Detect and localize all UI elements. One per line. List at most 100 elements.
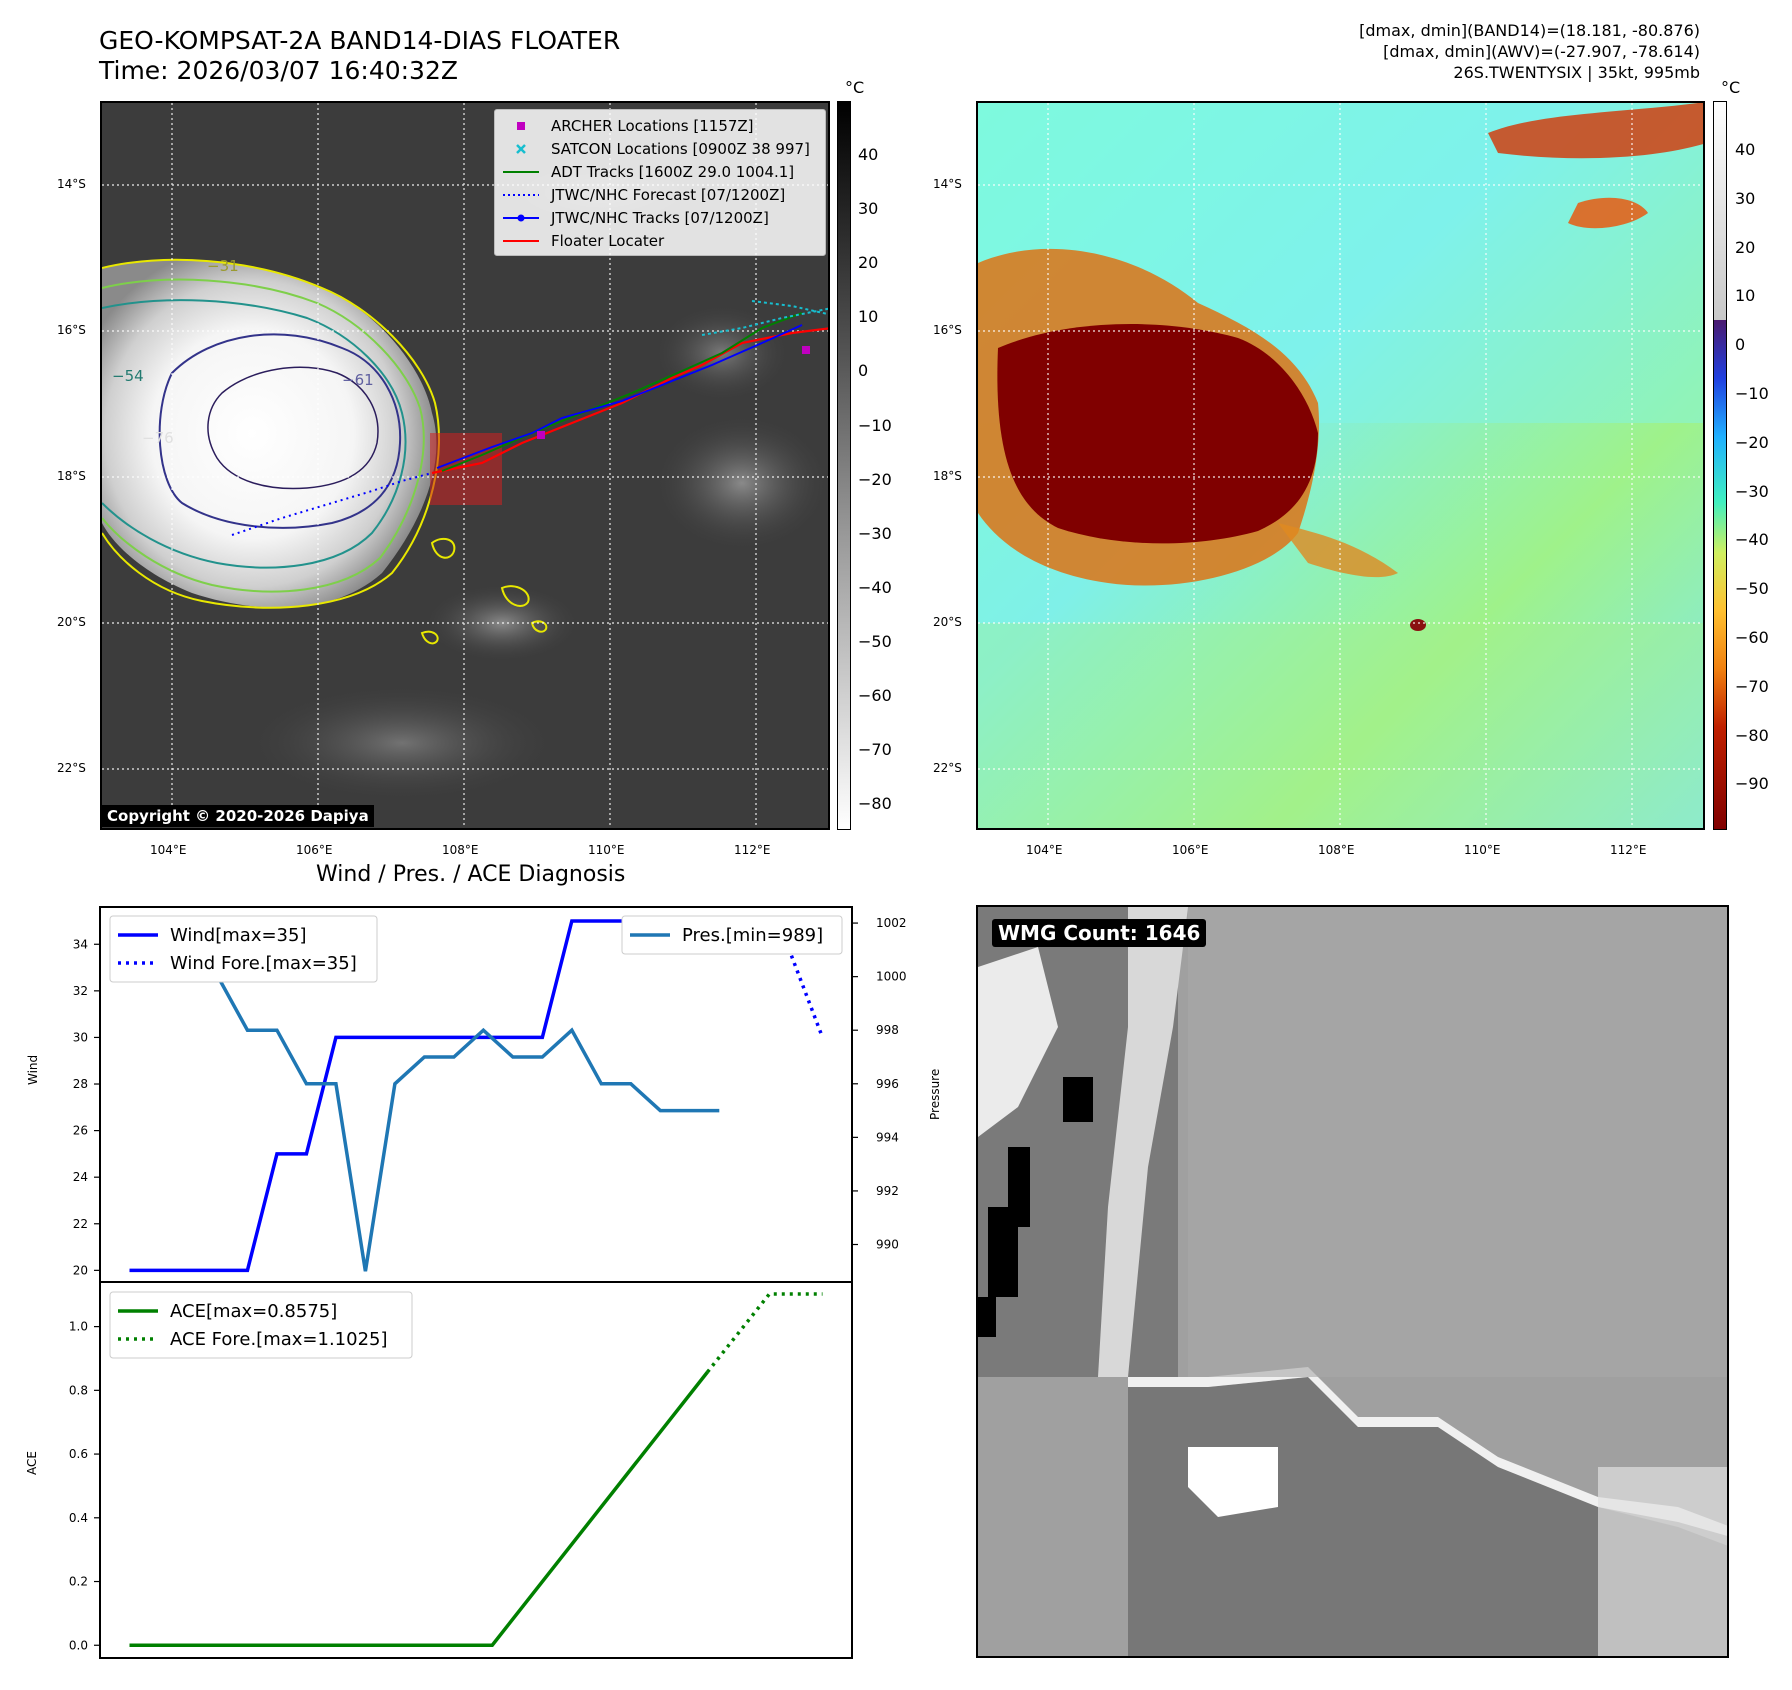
legend-swatch bbox=[503, 240, 539, 242]
colorbar-tick-label: −10 bbox=[858, 415, 892, 435]
colorbar-tick-label: −50 bbox=[858, 631, 892, 651]
legend-item: JTWC/NHC Tracks [07/1200Z] bbox=[501, 208, 821, 228]
left-lat-label-18s: 18°S bbox=[57, 469, 86, 483]
info-line-3: 26S.TWENTYSIX | 35kt, 995mb bbox=[1453, 63, 1700, 82]
legend-item: SATCON Locations [0900Z 38 997] bbox=[501, 139, 821, 159]
colorbar-tick-label: −70 bbox=[1735, 676, 1769, 696]
wind-y-tick-label: 26 bbox=[73, 1124, 88, 1138]
ace-y-tick-label: 0.8 bbox=[69, 1383, 88, 1397]
info-line-2: [dmax, dmin](AWV)=(-27.907, -78.614) bbox=[1383, 42, 1700, 61]
legend-label: SATCON Locations [0900Z 38 997] bbox=[551, 140, 810, 158]
awv-map-image bbox=[978, 103, 1703, 828]
left-lon-label-108e: 108°E bbox=[442, 843, 479, 857]
left-colorbar bbox=[837, 101, 851, 830]
series-line bbox=[129, 921, 720, 1272]
wind-y-tick-label: 22 bbox=[73, 1217, 88, 1231]
colorbar-tick-label: −10 bbox=[1735, 384, 1769, 403]
svg-text:−61: −61 bbox=[342, 371, 374, 389]
wmg-panel: WMG Count: 1646 bbox=[976, 905, 1729, 1658]
legend-label: ADT Tracks [1600Z 29.0 1004.1] bbox=[551, 163, 795, 181]
colorbar-tick-label: 20 bbox=[1735, 237, 1756, 257]
info-line-1: [dmax, dmin](BAND14)=(18.181, -80.876) bbox=[1359, 21, 1700, 40]
left-lon-label-112e: 112°E bbox=[734, 843, 771, 857]
legend-label: ARCHER Locations [1157Z] bbox=[551, 117, 754, 135]
ace-y-tick-label: 0.6 bbox=[69, 1447, 88, 1461]
legend-swatch bbox=[503, 171, 539, 173]
legend-swatch bbox=[503, 194, 539, 196]
awv-map-panel bbox=[976, 101, 1705, 830]
colorbar-tick-label: −20 bbox=[1735, 432, 1769, 452]
pressure-y-tick-label: 998 bbox=[876, 1023, 899, 1037]
colorbar-tick-label: 10 bbox=[858, 307, 879, 327]
right-lat-label-20s: 20°S bbox=[933, 615, 962, 629]
wind-y-tick-label: 28 bbox=[73, 1077, 88, 1091]
legend-label: Floater Locater bbox=[551, 232, 665, 250]
pressure-y-tick-label: 1002 bbox=[876, 916, 907, 930]
ace-y-tick-label: 0.4 bbox=[69, 1511, 88, 1525]
colorbar-tick-label: 40 bbox=[1735, 140, 1756, 159]
left-lon-label-106e: 106°E bbox=[296, 843, 333, 857]
left-lon-label-104e: 104°E bbox=[150, 843, 187, 857]
pressure-y-tick-label: 994 bbox=[876, 1130, 899, 1144]
pressure-y-tick-label: 1000 bbox=[876, 970, 907, 984]
colorbar-tick-label: −30 bbox=[858, 523, 892, 543]
colorbar-tick-label: −40 bbox=[1735, 530, 1769, 550]
svg-text:−76: −76 bbox=[142, 429, 174, 447]
colorbar-tick-label: −90 bbox=[1735, 774, 1769, 794]
ace-y-tick-label: 1.0 bbox=[69, 1320, 88, 1334]
right-lon-label-108e: 108°E bbox=[1318, 843, 1355, 857]
left-lon-label-110e: 110°E bbox=[588, 843, 625, 857]
right-lon-label-112e: 112°E bbox=[1610, 843, 1647, 857]
wind-legend-label: Wind Fore.[max=35] bbox=[170, 953, 357, 974]
right-lon-label-106e: 106°E bbox=[1172, 843, 1209, 857]
colorbar-tick-label: −50 bbox=[1735, 579, 1769, 599]
pressure-y-tick-label: 996 bbox=[876, 1077, 899, 1091]
ir-map-panel: −31 −54 −61 −76 ARCHER Locations [1157Z]… bbox=[100, 101, 830, 830]
pressure-y-tick-label: 992 bbox=[876, 1184, 899, 1198]
title-line-1: GEO-KOMPSAT-2A BAND14-DIAS FLOATER bbox=[99, 26, 621, 55]
wind-y-tick-label: 30 bbox=[73, 1030, 88, 1044]
legend-swatch bbox=[516, 144, 526, 154]
legend-item: ARCHER Locations [1157Z] bbox=[501, 116, 821, 136]
right-lat-label-22s: 22°S bbox=[933, 761, 962, 775]
wind-legend-label: Wind[max=35] bbox=[170, 925, 307, 946]
left-lat-label-16s: 16°S bbox=[57, 323, 86, 337]
colorbar-tick-label: −60 bbox=[858, 686, 892, 705]
ace-legend-label: ACE Fore.[max=1.1025] bbox=[170, 1329, 388, 1350]
ace-legend-label: ACE[max=0.8575] bbox=[170, 1301, 337, 1322]
colorbar-tick-label: 20 bbox=[858, 253, 879, 273]
wind-y-tick-label: 24 bbox=[73, 1170, 88, 1184]
wmg-image bbox=[978, 907, 1727, 1656]
title-line-2: Time: 2026/03/07 16:40:32Z bbox=[99, 56, 458, 85]
ace-series-line bbox=[706, 1292, 823, 1374]
left-lat-label-22s: 22°S bbox=[57, 761, 86, 775]
wind-y-tick-label: 32 bbox=[73, 984, 88, 998]
right-lon-label-104e: 104°E bbox=[1026, 843, 1063, 857]
wind-y-tick-label: 20 bbox=[73, 1263, 88, 1277]
legend-item: Floater Locater bbox=[501, 231, 821, 251]
svg-text:−31: −31 bbox=[207, 257, 239, 275]
wind-legend-box bbox=[109, 915, 378, 983]
ace-axis-label: ACE bbox=[25, 1451, 39, 1475]
right-lat-label-16s: 16°S bbox=[933, 323, 962, 337]
svg-text:−54: −54 bbox=[112, 367, 144, 385]
colorbar-tick-label: −80 bbox=[858, 794, 892, 814]
left-colorbar-unit: °C bbox=[845, 78, 865, 97]
colorbar-tick-label: 0 bbox=[1735, 335, 1746, 355]
colorbar-tick-label: 30 bbox=[858, 199, 879, 219]
legend-label: JTWC/NHC Tracks [07/1200Z] bbox=[551, 209, 769, 227]
pressure-legend-box bbox=[621, 915, 843, 955]
right-lat-label-14s: 14°S bbox=[933, 177, 962, 191]
right-lon-label-110e: 110°E bbox=[1464, 843, 1501, 857]
diagnosis-title: Wind / Pres. / ACE Diagnosis bbox=[316, 862, 626, 887]
left-lat-label-20s: 20°S bbox=[57, 615, 86, 629]
ace-series-line bbox=[129, 1370, 709, 1648]
left-lat-label-14s: 14°S bbox=[57, 177, 86, 191]
legend-item: ADT Tracks [1600Z 29.0 1004.1] bbox=[501, 162, 821, 182]
legend-item: JTWC/NHC Forecast [07/1200Z] bbox=[501, 185, 821, 205]
colorbar-tick-label: −20 bbox=[858, 469, 892, 489]
colorbar-tick-label: 40 bbox=[858, 145, 879, 164]
legend-swatch bbox=[503, 214, 539, 222]
legend-swatch bbox=[517, 122, 525, 130]
